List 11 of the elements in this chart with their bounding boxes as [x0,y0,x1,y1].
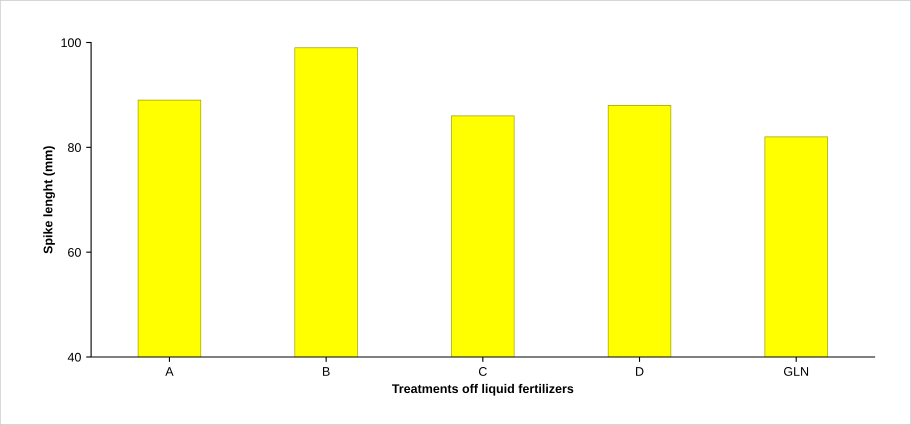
x-tick-label: D [636,367,644,376]
y-tick-label: 40 [68,352,81,362]
x-tick-label: B [322,367,330,376]
y-tick-label: 100 [61,38,81,48]
y-axis-title: Spike lenght (mm) [43,146,55,254]
x-tick-label: C [478,367,487,376]
x-axis-title: Treatments off liquid fertilizers [392,384,574,396]
y-tick-label: 80 [68,143,81,152]
y-tick-label: 60 [68,248,81,257]
x-tick-label: GLN [784,367,808,376]
x-tick-label: A [165,367,174,376]
